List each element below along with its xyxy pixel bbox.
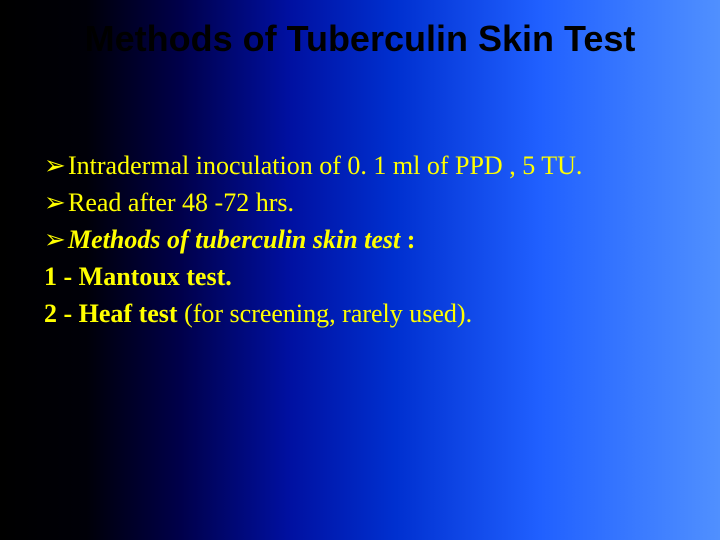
bullet-glyph: ➢ (44, 148, 68, 183)
bullet-text-colon: : (400, 225, 415, 254)
bullet-line-1: ➢Intradermal inoculation of 0. 1 ml of P… (44, 148, 684, 183)
slide: Methods of Tuberculin Skin Test ➢Intrade… (0, 0, 720, 540)
bullet-text: Read after 48 -72 hrs. (68, 188, 294, 217)
bullet-line-3: ➢Methods of tuberculin skin test : (44, 222, 684, 257)
line-text-plain: (for screening, rarely used). (178, 299, 473, 328)
body-line-4: 1 - Mantoux test. (44, 259, 684, 294)
line-text-bold: 2 - Heaf test (44, 299, 178, 328)
line-text: 1 - Mantoux test. (44, 262, 232, 291)
slide-title: Methods of Tuberculin Skin Test (80, 18, 640, 59)
bullet-glyph: ➢ (44, 185, 68, 220)
slide-body: ➢Intradermal inoculation of 0. 1 ml of P… (44, 148, 684, 333)
bullet-text-emph: Methods of tuberculin skin test (68, 225, 400, 254)
bullet-glyph: ➢ (44, 222, 68, 257)
bullet-text: Intradermal inoculation of 0. 1 ml of PP… (68, 151, 582, 180)
bullet-line-2: ➢Read after 48 -72 hrs. (44, 185, 684, 220)
body-line-5: 2 - Heaf test (for screening, rarely use… (44, 296, 684, 331)
